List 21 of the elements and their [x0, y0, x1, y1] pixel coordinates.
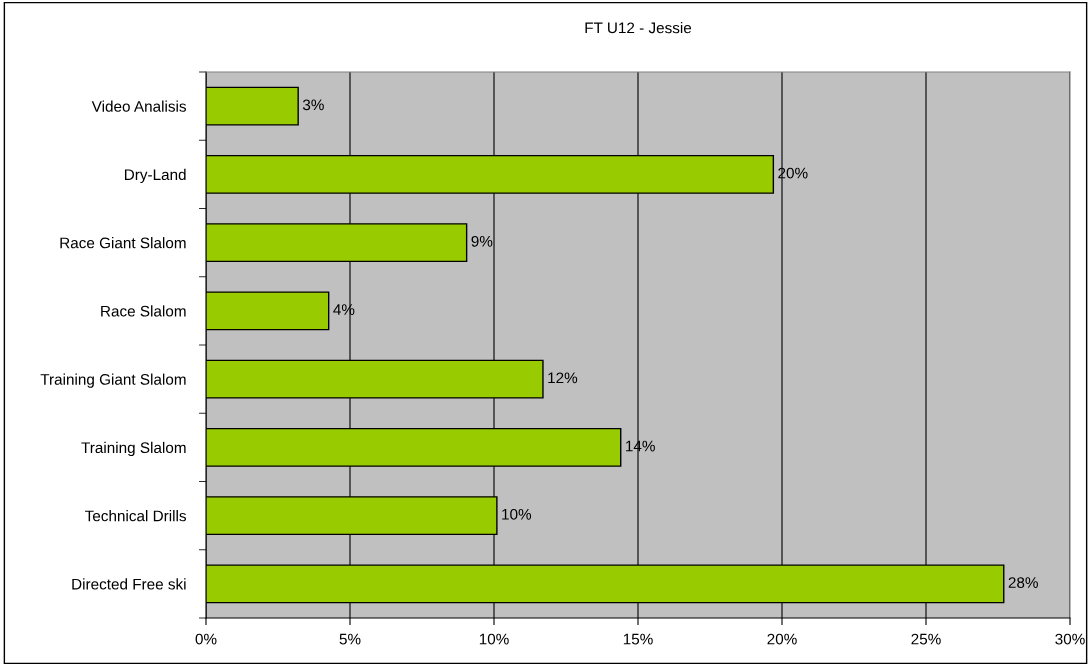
x-tick-label: 0%: [195, 633, 217, 645]
y-tick-label: Training Slalom: [81, 441, 186, 457]
x-tick-label: 30%: [1055, 633, 1085, 645]
data-label: 28%: [1008, 577, 1038, 588]
x-tick-label: 10%: [479, 633, 509, 645]
y-tick-label: Directed Free ski: [72, 578, 186, 590]
x-tick-label: 20%: [767, 633, 797, 645]
x-tick-label: 5%: [339, 633, 361, 645]
x-tick-label: 15%: [623, 633, 653, 645]
data-label: 3%: [302, 99, 324, 111]
y-tick-label: Dry-Land: [124, 168, 186, 184]
data-label: 9%: [471, 235, 493, 247]
y-tick-label: Video Analisis: [91, 100, 187, 112]
chart-title: FT U12 - Jessie: [585, 22, 692, 34]
data-label: 12%: [548, 372, 578, 384]
y-tick-label: Race Slalom: [101, 305, 186, 317]
x-tick-label: 25%: [911, 633, 941, 645]
y-tick-label: Technical Drills: [85, 510, 187, 522]
y-tick-label: Training Giant Slalom: [40, 373, 186, 388]
data-label: 10%: [502, 508, 532, 520]
y-tick-label: Race Giant Slalom: [60, 237, 186, 249]
